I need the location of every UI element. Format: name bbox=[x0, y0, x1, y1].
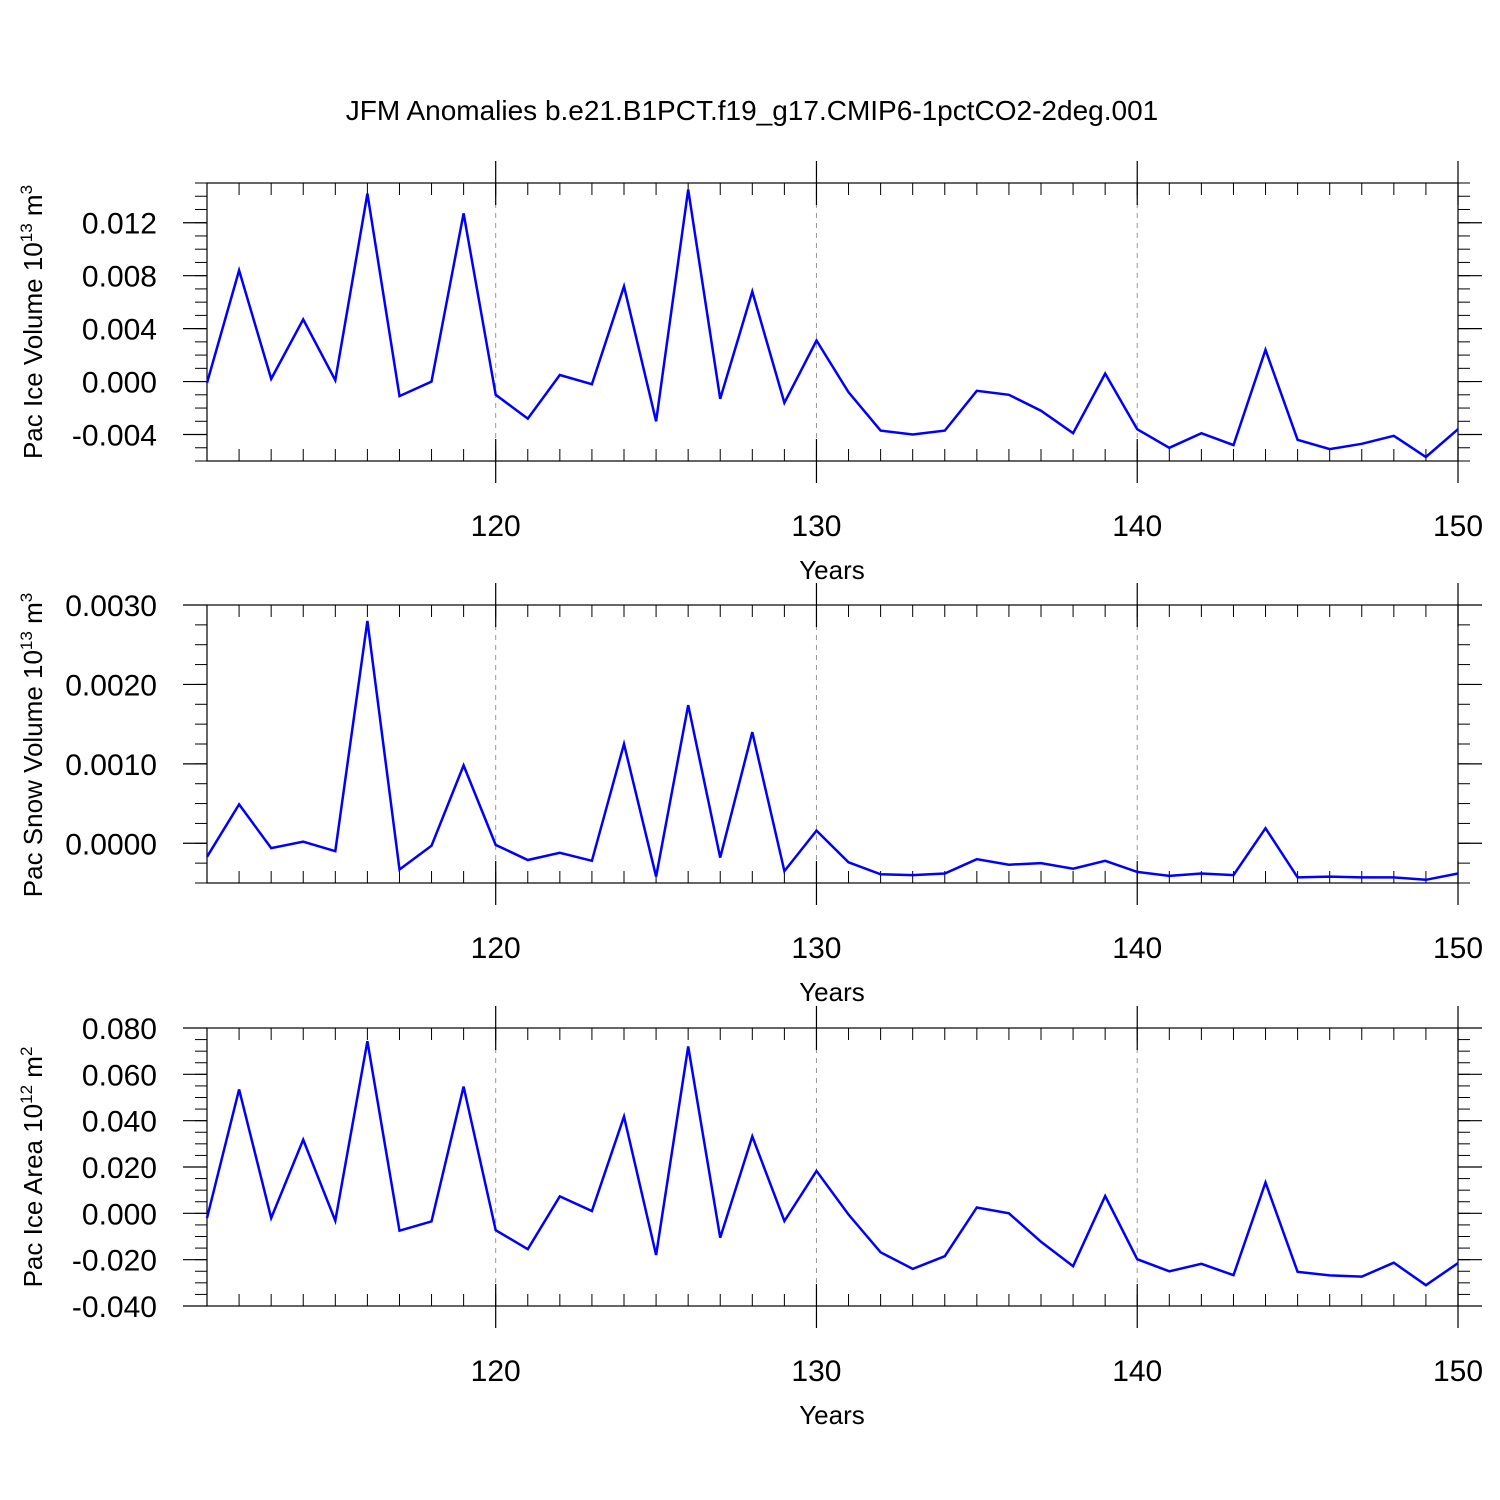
y-axis-label-unit-exponent: 2 bbox=[17, 1047, 36, 1056]
y-tick-label: 0.012 bbox=[82, 208, 157, 241]
y-tick-label: 0.000 bbox=[82, 1198, 157, 1231]
y-tick-label: 0.040 bbox=[82, 1106, 157, 1139]
y-tick-label: -0.020 bbox=[72, 1245, 157, 1278]
y-axis-label-unit: m bbox=[18, 1056, 48, 1085]
x-axis-label: Years bbox=[799, 1400, 865, 1430]
series-line bbox=[205, 189, 1459, 459]
x-tick-label: 140 bbox=[1112, 932, 1162, 965]
y-axis-label-unit: m bbox=[18, 194, 48, 223]
y-tick-label: 0.000 bbox=[82, 367, 157, 400]
x-tick-label: 150 bbox=[1433, 510, 1483, 543]
x-tick-label: 150 bbox=[1433, 1355, 1483, 1388]
y-axis-label: Pac Snow Volume 1013 m3 bbox=[17, 593, 48, 897]
series-line bbox=[205, 620, 1459, 882]
y-axis-label-text: Pac Snow Volume 10 bbox=[18, 650, 48, 897]
y-tick-label: 0.004 bbox=[82, 314, 157, 347]
x-tick-label: 120 bbox=[471, 932, 521, 965]
chart-panel-1: 120 130 140 150 0.012 0.008 0.004 0.000 -0.004 Ye… bbox=[17, 161, 1483, 585]
plot-frame bbox=[206, 1027, 1459, 1307]
y-axis-label-text: Pac Ice Volume 10 bbox=[18, 242, 48, 459]
y-axis-label-unit-exponent: 3 bbox=[17, 593, 36, 602]
x-tick-label: 130 bbox=[791, 932, 841, 965]
y-tick-label: 0.080 bbox=[82, 1013, 157, 1046]
x-tick-label: 120 bbox=[471, 510, 521, 543]
y-axis-label-exponent: 12 bbox=[17, 1085, 36, 1104]
y-axis-label: Pac Ice Volume 1013 m3 bbox=[17, 185, 48, 459]
y-tick-label: 0.0010 bbox=[65, 749, 157, 782]
y-tick-label: 0.020 bbox=[82, 1152, 157, 1185]
y-axis-label-unit-exponent: 3 bbox=[17, 185, 36, 194]
y-axis-label-unit: m bbox=[18, 602, 48, 631]
x-tick-label: 120 bbox=[471, 1355, 521, 1388]
x-tick-label: 130 bbox=[791, 510, 841, 543]
y-tick-label: 0.008 bbox=[82, 261, 157, 294]
plot-frame bbox=[206, 182, 1459, 462]
y-tick-label: 0.0020 bbox=[65, 669, 157, 702]
x-axis-label: Years bbox=[799, 977, 865, 1007]
y-axis-label-exponent: 13 bbox=[17, 223, 36, 242]
chart-title: JFM Anomalies b.e21.B1PCT.f19_g17.CMIP6-… bbox=[346, 95, 1158, 126]
y-axis-label: Pac Ice Area 1012 m2 bbox=[17, 1047, 48, 1288]
chart-panel-3: 120 130 140 150 0.080 0.060 0.040 0.020 0.000 -0.… bbox=[17, 1006, 1483, 1430]
y-axis-label-exponent: 13 bbox=[17, 631, 36, 650]
x-tick-label: 140 bbox=[1112, 510, 1162, 543]
y-tick-label: -0.004 bbox=[72, 420, 157, 453]
chart-panel-2: 120 130 140 150 0.0030 0.0020 0.0010 0.0000 Year… bbox=[17, 583, 1483, 1007]
x-tick-label: 130 bbox=[791, 1355, 841, 1388]
series-line bbox=[205, 1040, 1459, 1287]
y-tick-label: 0.0030 bbox=[65, 590, 157, 623]
x-tick-label: 140 bbox=[1112, 1355, 1162, 1388]
y-tick-label: 0.060 bbox=[82, 1059, 157, 1092]
x-tick-label: 150 bbox=[1433, 932, 1483, 965]
y-axis-label-text: Pac Ice Area 10 bbox=[18, 1104, 48, 1288]
y-tick-label: -0.040 bbox=[72, 1291, 157, 1324]
x-axis-label: Years bbox=[799, 555, 865, 585]
y-tick-label: 0.0000 bbox=[65, 828, 157, 861]
